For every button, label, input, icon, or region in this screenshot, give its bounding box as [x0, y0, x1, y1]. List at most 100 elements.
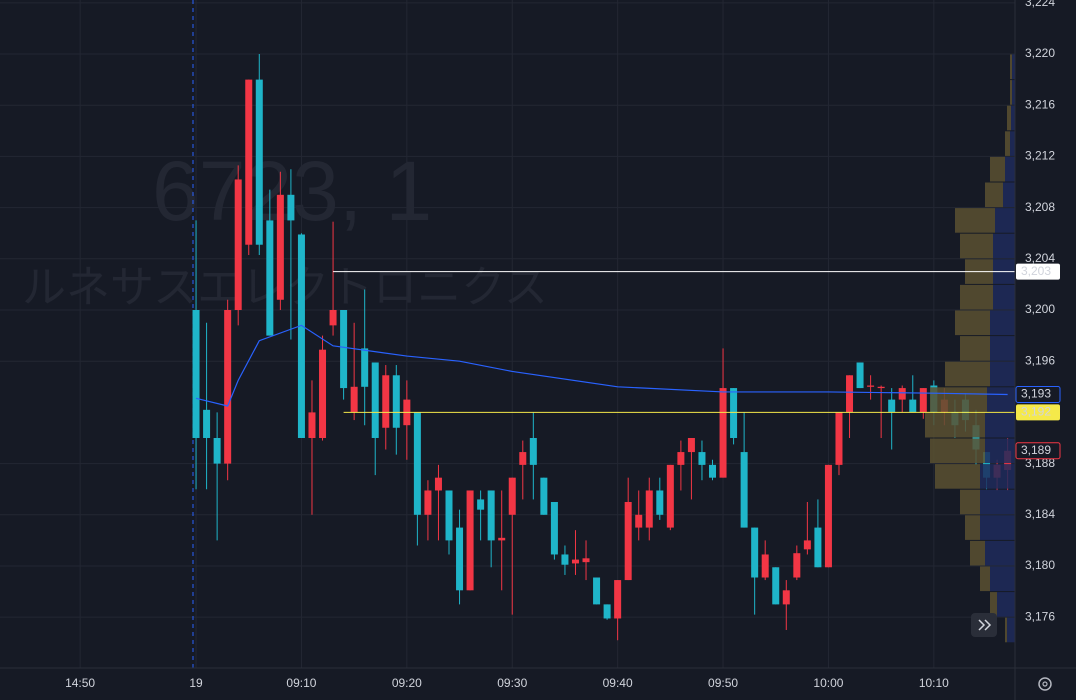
y-tick-label: 3,224 [1025, 0, 1055, 9]
profile-down [995, 208, 1015, 233]
watermark-name: ルネサスエレクトロニクス [22, 263, 548, 312]
candle-body [308, 412, 316, 438]
profile-down [993, 233, 1015, 259]
candle-body [382, 375, 390, 428]
candle-body [276, 194, 284, 300]
y-tick-label: 3,184 [1025, 507, 1055, 521]
candle-body [529, 437, 537, 465]
candle-body [835, 412, 843, 465]
y-tick-label: 3,176 [1025, 609, 1055, 623]
y-tick-label: 3,180 [1025, 558, 1055, 572]
candle-body [329, 310, 337, 326]
candle-body [340, 310, 348, 389]
candle-body [730, 388, 738, 438]
x-tick-label: 19 [189, 676, 203, 690]
candle-body [571, 559, 579, 564]
profile-up [1010, 80, 1012, 105]
profile-down [1011, 105, 1015, 131]
profile-down [985, 438, 1015, 464]
profile-up [960, 489, 980, 515]
candle-body [614, 580, 622, 619]
candle-body [508, 477, 516, 515]
vwap-label: 3,193 [1021, 387, 1051, 401]
candle-body [877, 386, 885, 389]
profile-up [960, 336, 990, 361]
candle-body [593, 577, 601, 605]
candle-body [192, 310, 200, 438]
scroll-button[interactable] [971, 613, 997, 637]
candle-body [519, 452, 527, 465]
settings-icon[interactable] [1038, 677, 1052, 691]
candle-body [498, 537, 506, 541]
y-tick-label: 3,208 [1025, 200, 1055, 214]
profile-up [955, 208, 995, 233]
profile-down [990, 361, 1015, 387]
candle-body [856, 362, 864, 389]
candle-body [793, 553, 801, 578]
profile-up [1005, 617, 1007, 643]
candle-body [846, 375, 854, 413]
candle-body [550, 501, 558, 555]
candle-body [719, 388, 727, 478]
candle-body [709, 464, 717, 478]
profile-up [1005, 131, 1010, 156]
candle-body [751, 527, 759, 578]
last-price-tag [1015, 442, 1061, 460]
candle-body [487, 490, 495, 541]
candle-body [319, 349, 327, 438]
profile-down [1007, 617, 1015, 643]
candle-body [392, 375, 400, 428]
x-tick-label: 09:50 [708, 676, 738, 690]
x-tick-label: 09:30 [497, 676, 527, 690]
candle-body [371, 362, 379, 438]
x-tick-label: 09:40 [603, 676, 633, 690]
candle-body [867, 385, 875, 387]
candle-body [909, 399, 917, 413]
y-tick-label: 3,216 [1025, 97, 1055, 111]
profile-down [993, 284, 1015, 310]
y-tick-label: 3,200 [1025, 302, 1055, 316]
candle-body [656, 490, 664, 515]
profile-up [945, 361, 990, 387]
candle-body [603, 604, 611, 619]
candle-body [203, 409, 211, 438]
profile-up [955, 310, 990, 336]
candle-body [361, 348, 369, 387]
y-tick-label: 3,212 [1025, 149, 1055, 163]
candle-body [645, 490, 653, 528]
candle-body [635, 514, 643, 528]
watermark-symbol: 6723, 1 [152, 144, 432, 238]
candle-body [666, 464, 674, 528]
profile-down [980, 464, 1015, 489]
profile-up [980, 566, 990, 592]
candle-body [761, 554, 769, 578]
profile-up [990, 592, 997, 617]
profile-up [930, 438, 985, 464]
x-tick-label: 09:20 [392, 676, 422, 690]
profile-down [985, 412, 1015, 438]
y-tick-label: 3,220 [1025, 46, 1055, 60]
candle-body [803, 540, 811, 550]
price-level-tag [1016, 404, 1060, 421]
candle-body [413, 412, 421, 515]
vwap-line [195, 324, 1008, 407]
profile-up [930, 387, 987, 412]
candle-body [782, 590, 790, 605]
profile-up [1010, 54, 1012, 80]
profile-down [1012, 80, 1015, 105]
candle-body [687, 437, 695, 453]
y-tick-label: 3,204 [1025, 251, 1055, 265]
profile-down [1010, 131, 1015, 156]
candle-body [266, 220, 274, 336]
candle-body [824, 464, 832, 568]
profile-up [985, 182, 1003, 208]
candle-body [814, 527, 822, 568]
profile-up [925, 412, 985, 438]
profile-down [980, 515, 1015, 540]
x-tick-label: 09:10 [286, 676, 316, 690]
vwap-tag [1015, 385, 1061, 403]
candle-body [350, 386, 358, 413]
candle-body [234, 179, 242, 311]
axes: 3,224 3,220 3,216 3,212 3,208 3,204 3,200 3,196… [65, 0, 1061, 690]
